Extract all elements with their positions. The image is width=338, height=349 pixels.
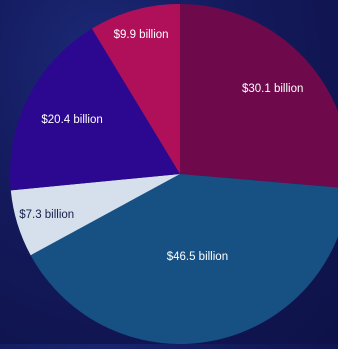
pie-slice xyxy=(91,4,180,174)
pie-slice xyxy=(180,4,338,188)
slice-value-label: $46.5 billion xyxy=(167,251,228,263)
pie-slice xyxy=(30,174,338,344)
slice-value-label: $9.9 billion xyxy=(114,29,169,41)
slice-value-label: $7.3 billion xyxy=(19,209,74,221)
pie-slice xyxy=(10,174,181,256)
slice-value-label: $20.4 billion xyxy=(41,114,102,126)
slice-value-label: $30.1 billion xyxy=(242,83,303,95)
slices-layer xyxy=(10,4,338,344)
pie-slice xyxy=(10,28,181,191)
labels-layer: $30.1 billion $46.5 billion $7.3 billion $2… xyxy=(19,29,303,263)
